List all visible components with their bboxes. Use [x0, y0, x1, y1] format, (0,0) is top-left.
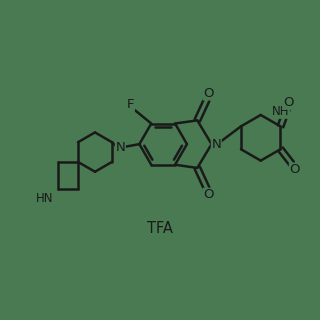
- Text: O: O: [290, 163, 300, 176]
- Text: O: O: [203, 87, 214, 100]
- Text: F: F: [127, 98, 134, 111]
- Text: N: N: [212, 138, 221, 151]
- Text: HN: HN: [36, 192, 53, 205]
- Text: O: O: [283, 96, 294, 109]
- Text: N: N: [116, 141, 125, 154]
- Text: TFA: TFA: [147, 221, 173, 236]
- Text: O: O: [203, 188, 214, 201]
- Text: NH: NH: [272, 105, 289, 118]
